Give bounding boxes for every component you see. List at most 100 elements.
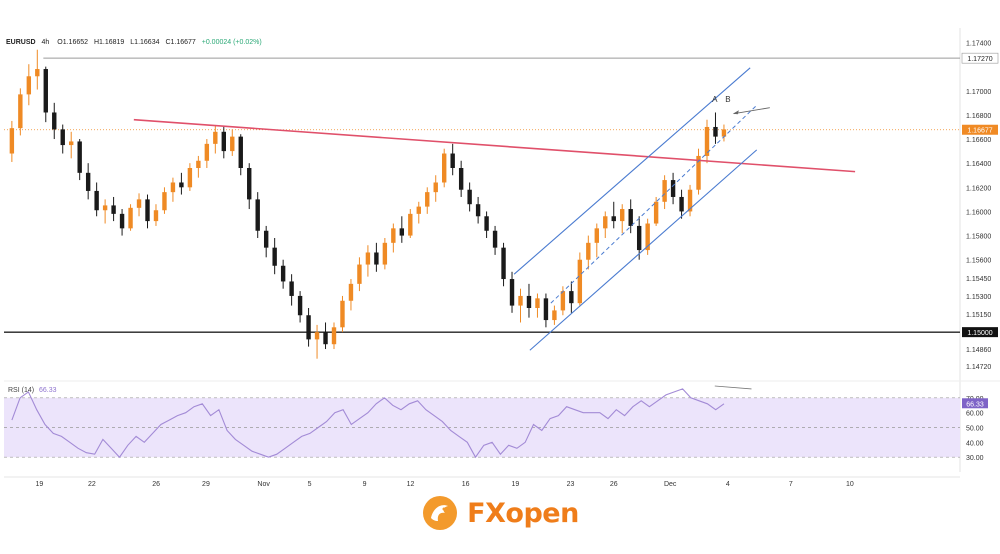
price-tick-label: 1.16200 [966, 185, 991, 192]
candle-bearish [221, 131, 226, 152]
header-symbol: EURUSD [6, 39, 36, 46]
candle-bearish [458, 168, 464, 190]
candle-bearish [289, 281, 294, 296]
candle-bullish [18, 94, 23, 129]
fxopen-emblem-icon [423, 496, 458, 530]
candle-bullish [9, 128, 15, 154]
time-tick-label: 7 [789, 481, 793, 488]
candle-bearish [94, 190, 99, 211]
candle-bullish [187, 168, 193, 188]
channel-middle-line [550, 104, 758, 304]
candle-bullish [391, 228, 396, 243]
header-close: C1.16677 [165, 39, 195, 46]
time-tick-label: 12 [407, 481, 415, 488]
price-tick-label: 1.16800 [966, 113, 991, 120]
candle-bearish [636, 225, 642, 251]
time-tick-label: 5 [308, 481, 312, 488]
candle-bullish [26, 76, 32, 95]
rsi-title: RSI (14) 66.33 [8, 387, 57, 394]
price-tick-label: 1.17000 [966, 89, 991, 96]
candle-bullish [603, 216, 608, 229]
candle-bearish [119, 213, 125, 229]
candle-bearish [569, 291, 574, 304]
fxopen-wordmark: FXopen [467, 498, 579, 529]
candle-bearish [501, 247, 506, 280]
candle-bullish [230, 136, 235, 152]
price-tick-label: 1.16000 [966, 209, 991, 216]
candle-bearish [85, 172, 91, 191]
horizontal-levels [4, 57, 960, 333]
candle-bullish [704, 126, 710, 156]
price-tick-label: 1.17400 [966, 40, 991, 47]
price-tick-label: 1.14860 [966, 347, 991, 354]
candles [9, 49, 727, 359]
candle-bearish [247, 168, 252, 200]
candle-bullish [357, 264, 362, 284]
candle-bearish [611, 216, 616, 222]
price-tick-label: 1.15600 [966, 258, 991, 265]
candle-bearish [111, 205, 116, 214]
header-low: L1.16634 [130, 39, 159, 46]
axes: 1.17400 1.17270 1.17000 1.16800 1.16677 1.166… [4, 40, 999, 488]
candle-bearish [43, 69, 48, 113]
candle-bullish [408, 213, 413, 236]
time-tick-label: 19 [36, 481, 44, 488]
rsi-name: RSI (14) [8, 387, 34, 394]
candle-bullish [416, 206, 421, 214]
candle-bullish [382, 242, 388, 265]
level-tag [962, 327, 998, 338]
candle-bullish [721, 129, 727, 137]
candle-bullish [433, 182, 438, 193]
price-tick-label: 1.15150 [966, 312, 991, 319]
rsi-tick-label: 50.00 [966, 426, 984, 433]
rsi-tick-label: 40.00 [966, 440, 984, 447]
rsi-panel [4, 385, 960, 459]
price-tick-label: 1.14720 [966, 364, 991, 371]
candle-bearish [475, 204, 481, 217]
price-tick-label: 1.15450 [966, 276, 991, 283]
candle-bullish [69, 141, 74, 146]
candle-bearish [306, 315, 311, 340]
candle-bearish [374, 252, 379, 265]
arrow-head-icon [732, 110, 739, 115]
price-tick-label: 1.16400 [966, 161, 991, 168]
candle-bullish [560, 291, 566, 311]
candle-bullish [662, 180, 667, 202]
arrow-to-b [733, 107, 770, 115]
channel-upper-line [513, 67, 751, 275]
candle-bullish [365, 252, 371, 265]
candle-bearish [179, 182, 184, 188]
candle-bullish [170, 182, 176, 193]
candle-bearish [60, 129, 65, 146]
time-tick-label: Nov [257, 481, 270, 488]
time-tick-label: 23 [567, 481, 575, 488]
candle-bearish [492, 230, 498, 248]
candle-bearish [77, 141, 82, 173]
candle-bullish [653, 201, 659, 224]
rsi-divergence-line [714, 385, 752, 390]
time-tick-label: 10 [846, 481, 854, 488]
candle-bearish [670, 180, 676, 197]
candle-bearish [145, 199, 150, 222]
time-tick-label: 26 [610, 481, 618, 488]
candle-bullish [153, 210, 159, 222]
candle-bearish [399, 228, 405, 236]
rsi-last-label: 66.33 [966, 401, 984, 408]
candle-bullish [314, 332, 320, 340]
last-price-tag [962, 124, 998, 135]
candle-bullish [552, 310, 557, 321]
candle-bullish [128, 207, 133, 229]
fxopen-wordmark-fx: FX [467, 497, 506, 529]
candle-bullish [35, 69, 40, 77]
candle-bullish [687, 189, 693, 212]
candle-bullish [620, 209, 625, 222]
level-tag-label: 1.15000 [967, 330, 992, 337]
candle-bullish [645, 223, 650, 251]
rsi-last-tag [962, 398, 988, 409]
candle-bearish [713, 126, 718, 137]
candle-bearish [263, 230, 269, 248]
candle-bearish [467, 189, 472, 205]
